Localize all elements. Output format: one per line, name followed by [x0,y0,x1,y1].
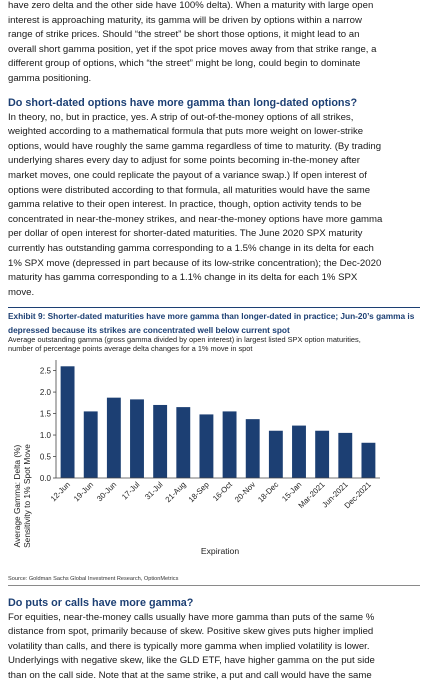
intro-paragraph: have zero delta and the other side have … [8,0,420,87]
exhibit-subtitle-line-1: Average outstanding gamma (gross gamma d… [8,335,361,345]
exhibit-title-line-1: Exhibit 9: Shorter-dated maturities have… [8,311,415,322]
y-tick-label: 1.0 [40,430,52,439]
intro-line-1: have zero delta and the other side have … [8,0,374,11]
section1-line-6: options were distributed according to th… [8,184,371,196]
section1-line-9: per dollar of open interest for shorter-… [8,228,363,240]
bar-19-jun [83,410,98,478]
bar-16-oct [222,410,237,478]
x-tick-label: 18-Dec [256,479,280,503]
y-axis: 0.0 0.5 1.0 1.5 2.0 2.5 [40,359,57,482]
section-heading-puts-calls: Do puts or calls have more gamma? [8,596,194,609]
section1-line-4: underlying shares every day to adjust fo… [8,155,360,167]
bar-20-nov [245,418,260,478]
exhibit-subtitle: Average outstanding gamma (gross gamma d… [8,335,420,353]
bar-mar-2021 [315,430,330,478]
bar-21-aug [176,406,191,478]
bar-dec-2021 [361,442,376,478]
section1-line-13: move. [8,286,35,298]
bar-31-jul [153,404,168,478]
section1-line-3: options, would have roughly the same gam… [8,140,382,152]
intro-line-2: interest is approaching maturity, its ga… [8,14,362,26]
document-page: have zero delta and the other side have … [8,0,420,683]
section2-line-4: Underlyings with negative skew, like the… [8,655,375,667]
x-tick-label: 19-Jun [72,480,95,503]
exhibit-subtitle-line-2: number of percentage points average delt… [8,344,253,354]
section1-line-11: 1% SPX move (depressed in part because o… [8,257,382,269]
bar-18-sep [199,413,214,478]
y-tick-label: 2.0 [40,387,52,396]
x-tick-label: 31-Jul [143,479,165,501]
x-tick-label: 17-Jul [120,479,142,501]
x-axis: 12-Jun 19-Jun 30-Jun 17-Jul 31-Jul21-Aug18-S… [49,477,380,510]
section2-line-3: volatility than calls, and there is typi… [8,640,370,652]
intro-line-4: overall short gamma position, yet if the… [8,43,377,55]
section1-line-7: gamma relative to their open interest. I… [8,199,362,211]
x-tick-label: 21-Aug [164,480,188,504]
gamma-bar-chart: Average Gamma: Delta (%) Sensitivity to … [12,359,380,556]
y-axis-label-line-2: Sensitivity to 1% Spot Move [22,443,32,547]
y-tick-label: 1.5 [40,409,52,418]
exhibit-source: Source: Goldman Sachs Global Investment … [8,575,179,582]
y-tick-label: 0.5 [40,452,52,461]
bar-12-jun [60,365,75,478]
x-axis-label: Expiration [201,546,239,556]
section1-line-10: currently has outstanding gamma correspo… [8,242,374,254]
section1-line-1: In theory, no, but in practice, yes. A s… [8,111,354,123]
exhibit-title-line-2: depressed because its strikes are concen… [8,324,290,335]
x-tick-label: 16-Oct [211,479,234,502]
x-tick-label: 18-Sep [187,479,212,504]
y-axis-label-line-1: Average Gamma: Delta (%) [12,444,22,547]
bar-17-jul [130,398,144,478]
exhibit-bottom-rule [8,584,420,586]
intro-line-5: different group of options, which “the s… [8,58,361,70]
section2-line-1: For equities, near-the-money calls usual… [8,611,375,623]
section1-line-12: maturity has gamma corresponding to a 1.… [8,272,358,284]
x-tick-label: 20-Nov [233,479,257,503]
bar-15-jan [292,425,306,478]
y-tick-label: 0.0 [40,473,52,482]
section-body-short-dated: In theory, no, but in practice, yes. A s… [8,111,420,301]
exhibit-title: Exhibit 9: Shorter-dated maturities have… [8,311,420,335]
section2-line-5: than on the call side. Note that at the … [8,669,372,681]
section1-line-8: concentrated in near-the-money strikes, … [8,213,383,225]
intro-line-6: gamma positioning. [8,72,92,84]
y-tick-label: 2.5 [40,366,52,375]
x-tick-label: 30-Jun [95,480,118,503]
section1-line-2: weighted according to a mathematical for… [8,126,364,138]
bar-jun-2021 [338,432,353,478]
section-body-puts-calls: For equities, near-the-money calls usual… [8,611,420,684]
bar-30-jun [106,397,121,478]
bars-group [60,365,376,478]
x-tick-label: 12-Jun [49,480,72,503]
section1-line-5: market moves, one could replicate the pa… [8,169,367,181]
section-heading-short-dated: Do short-dated options have more gamma t… [8,96,358,109]
bar-18-dec [268,430,283,478]
section2-line-2: distance from spot, primarily because of… [8,626,374,638]
exhibit-top-rule [8,307,420,309]
intro-line-3: range of strike prices. Should “the stre… [8,29,360,41]
